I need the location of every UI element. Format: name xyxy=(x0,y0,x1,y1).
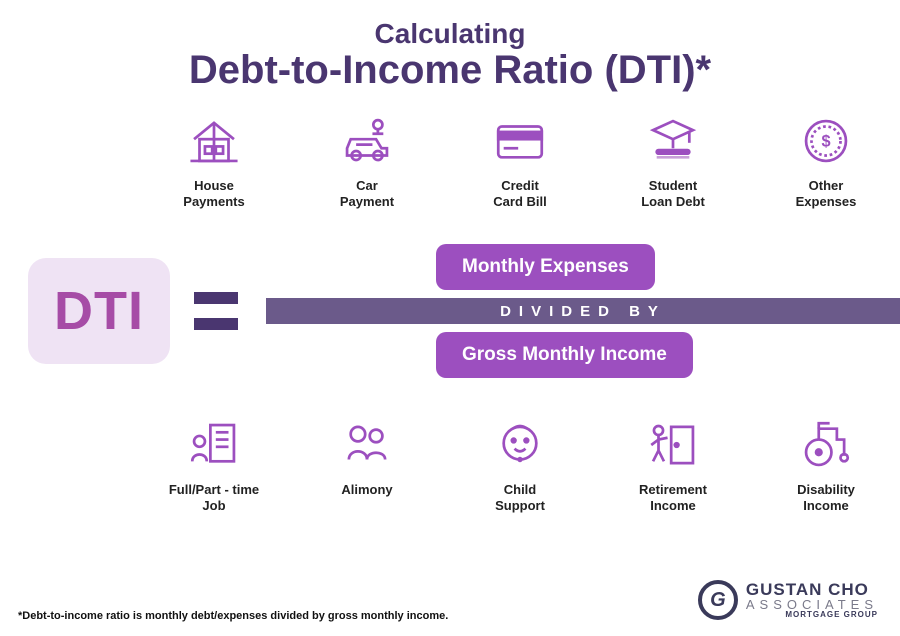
disability-icon xyxy=(795,414,857,476)
monthly-expenses-chip: Monthly Expenses xyxy=(436,244,655,290)
dti-box: DTI xyxy=(28,258,170,364)
title-block: Calculating Debt-to-Income Ratio (DTI)* xyxy=(0,0,900,92)
income-item: Disability Income xyxy=(769,414,884,515)
income-item: Retirement Income xyxy=(616,414,731,515)
expense-item: Credit Card Bill xyxy=(463,110,578,211)
formula: DTI Monthly Expenses DIVIDED BY Gross Mo… xyxy=(28,258,900,364)
car-icon xyxy=(336,110,398,172)
footnote: *Debt-to-income ratio is monthly debt/ex… xyxy=(18,610,448,622)
expense-item: Student Loan Debt xyxy=(616,110,731,211)
svg-text:$: $ xyxy=(821,132,830,150)
title-line1: Calculating xyxy=(0,18,900,50)
gross-income-chip: Gross Monthly Income xyxy=(436,332,693,378)
icon-label: Disability Income xyxy=(797,482,855,515)
income-item: Child Support xyxy=(463,414,578,515)
icon-label: Student Loan Debt xyxy=(641,178,705,211)
income-item: Full/Part - time Job xyxy=(157,414,272,515)
icon-label: Credit Card Bill xyxy=(493,178,546,211)
logo-line1: GUSTAN CHO xyxy=(746,581,878,598)
alimony-icon xyxy=(336,414,398,476)
icon-label: Alimony xyxy=(341,482,392,498)
house-icon xyxy=(183,110,245,172)
icon-label: Car Payment xyxy=(340,178,394,211)
expense-item: Car Payment xyxy=(310,110,425,211)
icon-label: Child Support xyxy=(495,482,545,515)
logo-text: GUSTAN CHO ASSOCIATES MORTGAGE GROUP xyxy=(746,581,878,619)
equals-sign xyxy=(194,292,238,330)
logo-line3: MORTGAGE GROUP xyxy=(746,611,878,619)
title-line2: Debt-to-Income Ratio (DTI)* xyxy=(0,48,900,92)
income-item: Alimony xyxy=(310,414,425,515)
child-support-icon xyxy=(489,414,551,476)
icon-label: Full/Part - time Job xyxy=(169,482,259,515)
expense-item: House Payments xyxy=(157,110,272,211)
student-loan-icon xyxy=(642,110,704,172)
job-icon xyxy=(183,414,245,476)
brand-logo: G GUSTAN CHO ASSOCIATES MORTGAGE GROUP xyxy=(698,580,878,620)
expenses-row: House Payments Car Payment Credit Card B… xyxy=(140,110,900,211)
expense-item: $ Other Expenses xyxy=(769,110,884,211)
fraction: Monthly Expenses DIVIDED BY Gross Monthl… xyxy=(266,298,900,324)
credit-card-icon xyxy=(489,110,551,172)
icon-label: Other Expenses xyxy=(796,178,857,211)
retirement-icon xyxy=(642,414,704,476)
income-row: Full/Part - time Job Alimony Child Suppo… xyxy=(140,414,900,515)
logo-mark: G xyxy=(698,580,738,620)
icon-label: Retirement Income xyxy=(639,482,707,515)
other-expenses-icon: $ xyxy=(795,110,857,172)
divided-by-bar: DIVIDED BY xyxy=(266,298,900,324)
icon-label: House Payments xyxy=(183,178,244,211)
